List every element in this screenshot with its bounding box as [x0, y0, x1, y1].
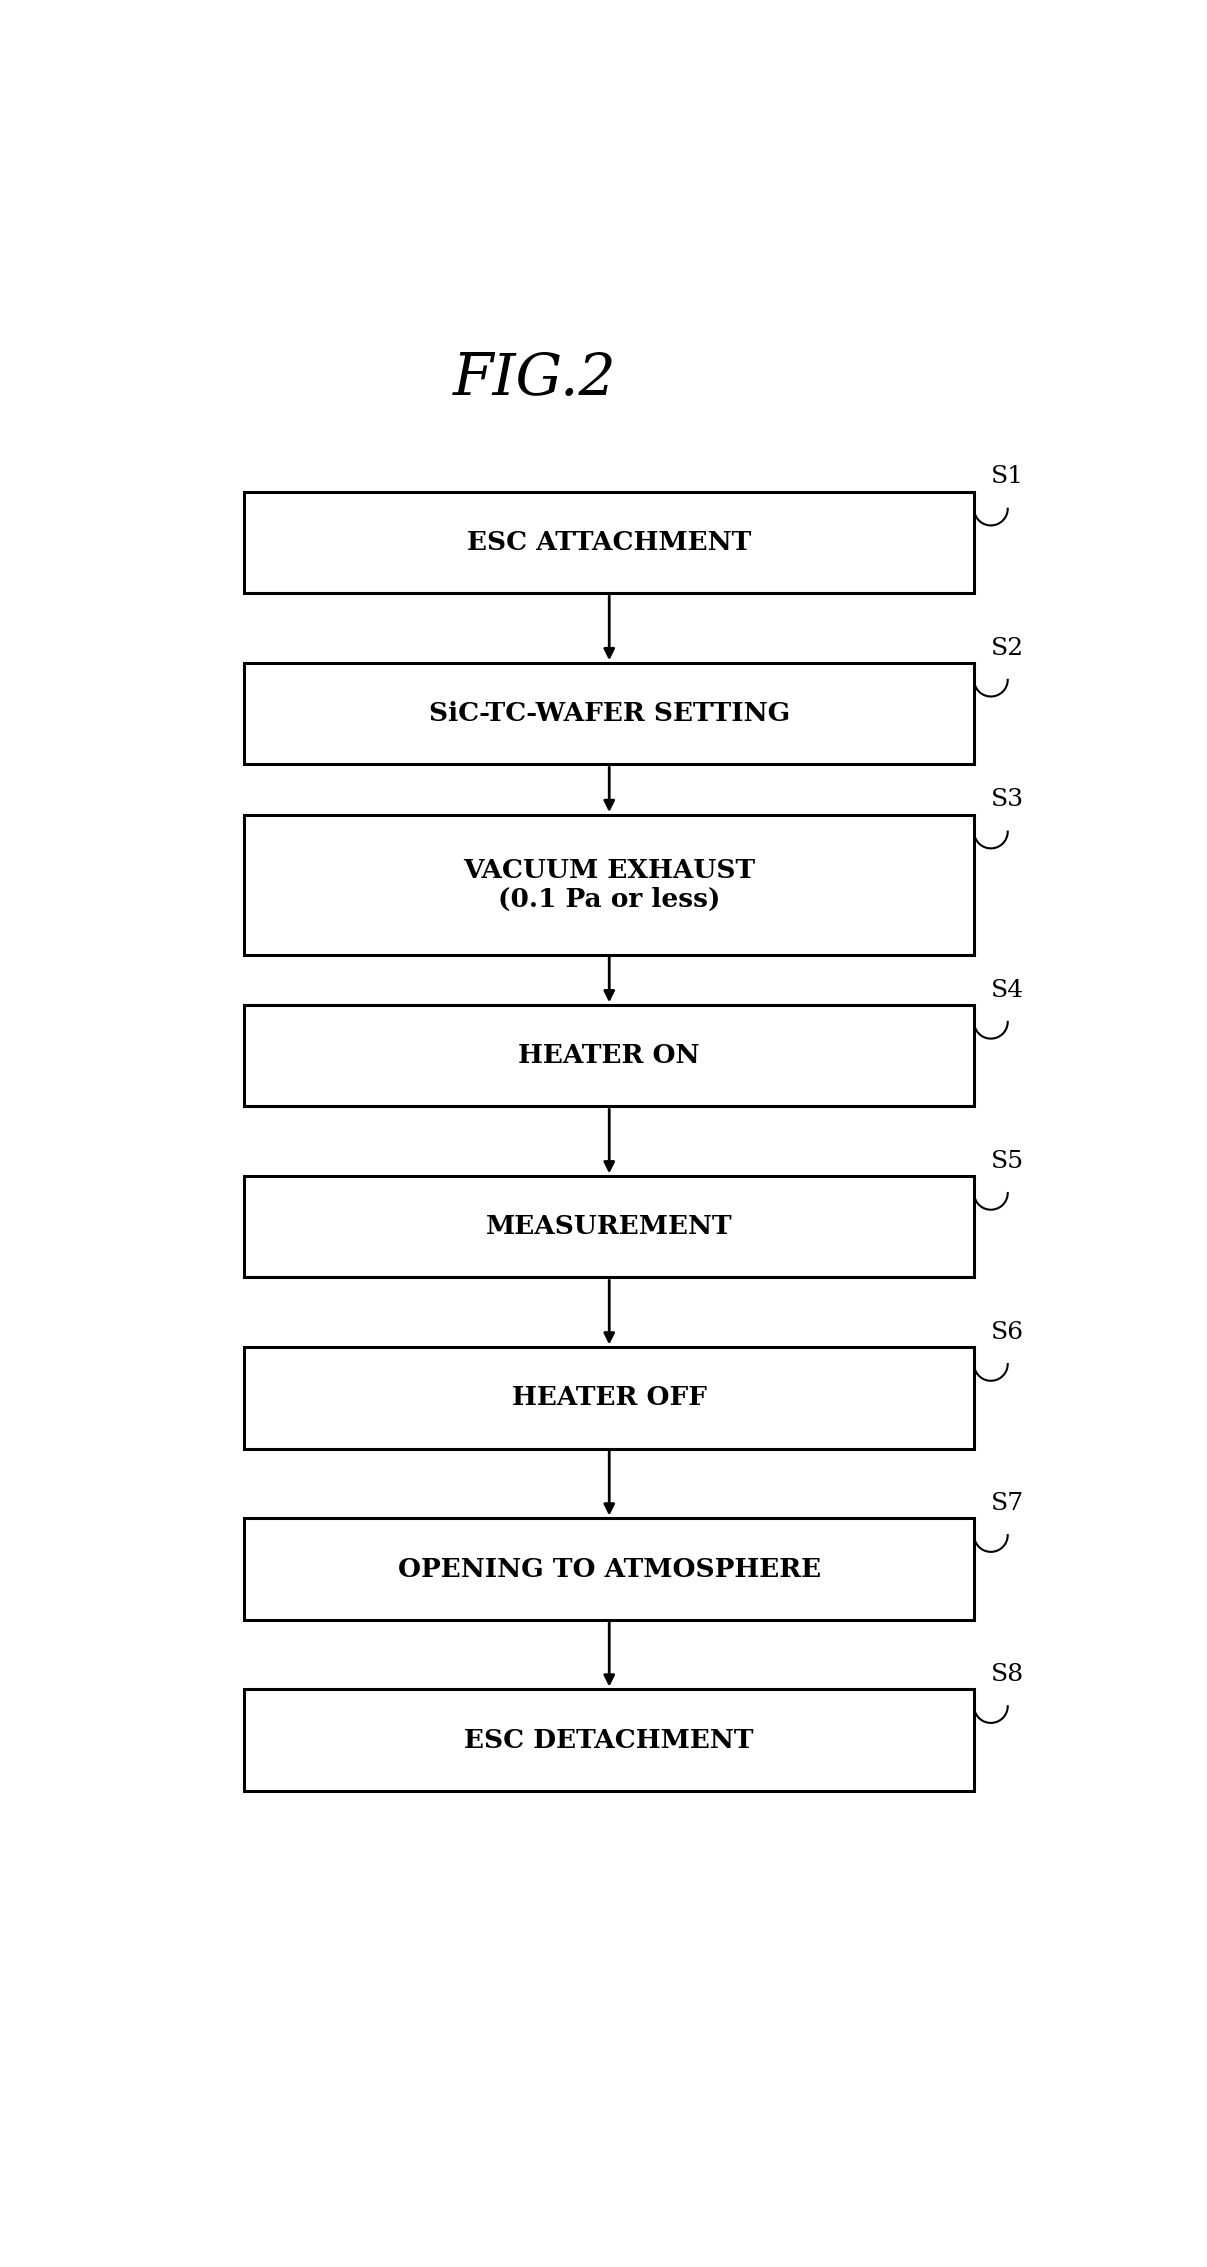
Text: S8: S8 — [991, 1664, 1024, 1687]
Text: S3: S3 — [991, 789, 1024, 812]
Text: ESC ATTACHMENT: ESC ATTACHMENT — [467, 530, 752, 555]
Text: VACUUM EXHAUST
(0.1 Pa or less): VACUUM EXHAUST (0.1 Pa or less) — [463, 857, 756, 911]
Text: S7: S7 — [991, 1492, 1024, 1514]
Text: S6: S6 — [991, 1322, 1024, 1344]
Text: S2: S2 — [991, 637, 1024, 660]
Bar — [244, 1519, 974, 1619]
Text: S1: S1 — [991, 465, 1024, 487]
Text: OPENING TO ATMOSPHERE: OPENING TO ATMOSPHERE — [397, 1557, 821, 1582]
Bar — [244, 1004, 974, 1106]
Text: FIG.2: FIG.2 — [453, 351, 617, 408]
Bar — [244, 1177, 974, 1279]
Text: S5: S5 — [991, 1149, 1024, 1172]
Bar — [244, 1689, 974, 1791]
Text: SiC-TC-WAFER SETTING: SiC-TC-WAFER SETTING — [428, 701, 789, 725]
Bar — [244, 492, 974, 594]
Text: HEATER OFF: HEATER OFF — [512, 1385, 707, 1410]
Text: S4: S4 — [991, 979, 1024, 1002]
Bar — [244, 662, 974, 764]
Text: ESC DETACHMENT: ESC DETACHMENT — [465, 1727, 754, 1752]
Text: MEASUREMENT: MEASUREMENT — [486, 1215, 733, 1240]
Bar — [244, 1347, 974, 1449]
Bar — [244, 814, 974, 954]
Text: HEATER ON: HEATER ON — [519, 1043, 700, 1068]
